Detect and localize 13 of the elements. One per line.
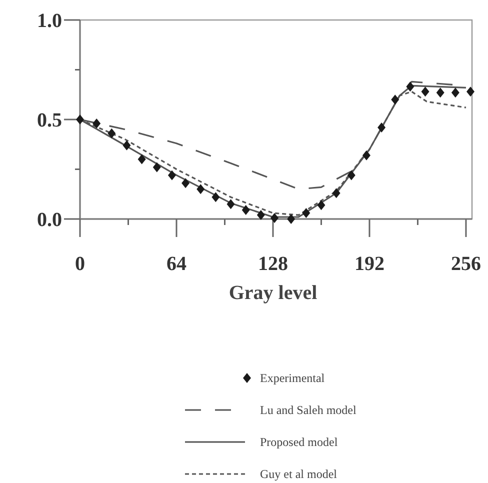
y-tick-label: 0.5 bbox=[37, 110, 62, 132]
legend-label: Lu and Saleh model bbox=[260, 403, 357, 417]
legend-label: Guy et al model bbox=[260, 467, 338, 481]
legend-label: Proposed model bbox=[260, 435, 338, 449]
y-tick-label: 1.0 bbox=[37, 10, 62, 32]
x-tick-label: 0 bbox=[75, 253, 85, 275]
x-tick-label: 192 bbox=[354, 253, 384, 275]
legend-label: Experimental bbox=[260, 371, 326, 385]
x-tick-label: 128 bbox=[258, 253, 288, 275]
x-tick-label: 64 bbox=[166, 253, 186, 275]
x-axis-title: Gray level bbox=[228, 282, 318, 304]
y-tick-label: 0.0 bbox=[37, 209, 62, 231]
x-tick-label: 256 bbox=[450, 253, 481, 275]
